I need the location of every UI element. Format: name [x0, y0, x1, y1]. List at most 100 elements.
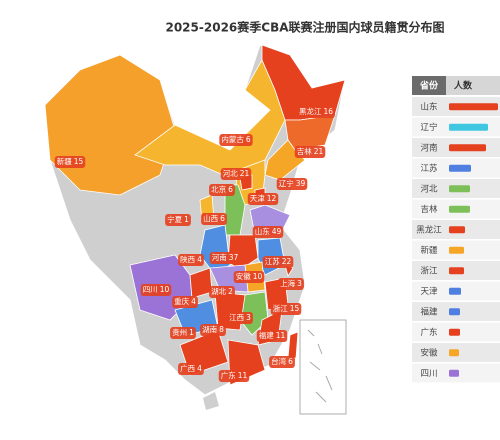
count-bar: [449, 144, 486, 152]
province-label: 内蒙古 6: [221, 134, 251, 144]
province-value: 6: [220, 214, 225, 223]
province-value: 39: [296, 179, 306, 188]
province-value: 4: [197, 364, 202, 373]
province-name: 上海: [280, 278, 295, 288]
province-label: 江西 3: [229, 313, 251, 322]
province-value: 6: [288, 357, 293, 366]
count-bar: [449, 205, 470, 213]
province-name: 北京: [211, 184, 226, 194]
province-label: 湖北 2: [211, 287, 233, 296]
province-value: 21: [240, 169, 250, 178]
province-value: 6: [246, 135, 251, 144]
south-sea-inset: [299, 319, 347, 415]
header-label: 人数: [453, 80, 473, 92]
province-value: 15: [290, 304, 300, 313]
row-name: 福建: [420, 306, 438, 317]
row-name: 安徽: [420, 347, 438, 358]
province-name: 新疆: [57, 156, 72, 166]
province-name: 河南: [212, 252, 227, 262]
province: [287, 331, 299, 359]
province-label: 浙江 15: [273, 303, 300, 313]
province-name: 安徽: [236, 271, 251, 281]
province-value: 4: [197, 255, 202, 264]
label-badge: [278, 278, 304, 290]
province-value: 1: [184, 215, 189, 224]
province-name: 广东: [221, 370, 236, 380]
province-label: 贵州 1: [172, 327, 194, 337]
label-badge: [209, 252, 241, 264]
province-value: 11: [238, 371, 248, 380]
row-name: 山东: [420, 101, 437, 112]
count-bar: [449, 103, 498, 111]
count-bar: [449, 308, 460, 316]
province-value: 8: [219, 325, 224, 334]
province-label: 新疆 15: [57, 156, 84, 166]
province-value: 15: [74, 157, 84, 166]
province-value: 4: [191, 297, 196, 306]
label-badge: [165, 214, 191, 226]
province-name: 山西: [203, 213, 218, 223]
count-bar: [449, 267, 464, 275]
count-bar: [449, 226, 465, 234]
province-name: 江西: [229, 313, 244, 322]
count-bar: [449, 328, 460, 336]
province-value: 10: [160, 285, 170, 294]
province-value: 3: [246, 313, 251, 322]
province-name: 湖南: [202, 324, 217, 334]
province-label: 山西 6: [203, 213, 225, 223]
label-badge: [247, 193, 279, 205]
label-badge: [269, 356, 295, 368]
row-name: 吉林: [420, 204, 438, 215]
province-label: 河南 37: [212, 252, 239, 262]
province-value: 49: [272, 227, 282, 236]
province: [284, 114, 336, 151]
label-badge: [270, 303, 302, 315]
row-name: 辽宁: [420, 122, 437, 133]
label-badge: [256, 330, 288, 342]
province-name: 重庆: [174, 296, 189, 306]
province-value: 10: [253, 272, 263, 281]
label-badge: [209, 184, 235, 196]
header-cell: [412, 76, 446, 95]
province: [44, 54, 176, 196]
row-name: 江苏: [420, 163, 438, 174]
province-name: 天津: [250, 194, 265, 203]
province-value: 16: [323, 107, 333, 116]
header-cell: [446, 76, 500, 95]
province-name: 湖北: [211, 287, 226, 296]
province-name: 黑龙江: [299, 106, 322, 116]
label-badge: [178, 254, 204, 266]
label-badge: [170, 327, 196, 339]
province-value: 11: [276, 331, 286, 340]
province-name: 广西: [180, 363, 195, 373]
province-name: 贵州: [172, 327, 187, 337]
province-name: 台湾: [271, 356, 286, 366]
label-badge: [227, 312, 253, 324]
province-label: 山东 49: [255, 226, 282, 236]
province-value: 37: [229, 253, 239, 262]
count-bar: [449, 185, 470, 193]
province-label: 河北 21: [223, 169, 250, 178]
row-name: 河北: [420, 183, 438, 194]
province-label: 台湾 6: [271, 356, 293, 366]
province-name: 山东: [255, 226, 270, 236]
province-label: 广西 4: [180, 363, 202, 373]
province-label: 重庆 4: [174, 296, 196, 306]
province-value: 21: [314, 147, 324, 156]
label-badge: [262, 256, 294, 268]
label-badge: [294, 146, 326, 158]
province-label: 广东 11: [221, 370, 248, 380]
province-name: 吉林: [297, 146, 312, 156]
row-name: 黑龙江: [416, 224, 442, 235]
province-name: 宁夏: [167, 214, 182, 224]
province-name: 江苏: [265, 256, 280, 266]
province-value: 2: [228, 287, 233, 296]
count-bar: [449, 349, 459, 357]
label-badge: [140, 284, 172, 296]
province-label: 湖南 8: [202, 324, 224, 334]
province-label: 陕西 4: [180, 254, 202, 264]
province-value: 1: [189, 328, 194, 337]
province-value: 12: [267, 194, 277, 203]
province: [261, 44, 346, 121]
